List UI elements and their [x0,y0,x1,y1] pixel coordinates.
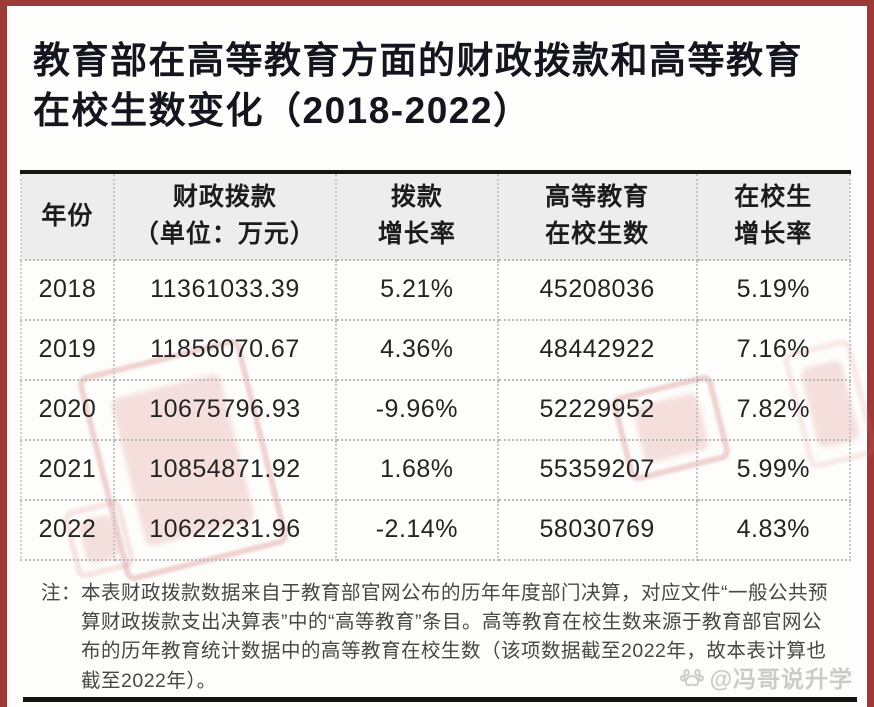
cell-student-growth: 5.19% [696,259,852,321]
page-title-line2: 在校生数变化（2018-2022） [33,89,532,131]
cell-students: 48442922 [497,319,698,381]
header-cell-student-growth: 在校生 增长率 [696,171,852,261]
cell-funding: 10622231.96 [113,499,338,561]
cell-year: 2021 [20,439,115,501]
author-handle: @冯哥说升学 [709,666,853,692]
cell-year: 2020 [20,379,115,441]
cell-students: 55359207 [497,439,698,501]
header-cell-funding: 财政拨款 （单位：万元） [113,171,338,261]
cell-student-growth: 4.83% [696,499,852,561]
data-table-container: 年份 财政拨款 （单位：万元） 拨款 增长率 高等教育 在校生数 在校生 增长率 201… [20,169,852,561]
cell-funding-growth: -9.96% [336,379,499,441]
cell-students: 52229952 [497,379,698,441]
cell-year: 2019 [20,319,115,381]
table-header-row: 年份 财政拨款 （单位：万元） 拨款 增长率 高等教育 在校生数 在校生 增长率 [20,171,852,261]
table-body: 2018 11361033.39 5.21% 45208036 5.19% 20… [20,259,852,561]
cell-funding: 11361033.39 [113,259,338,321]
page-title-line1: 教育部在高等教育方面的财政拨款和高等教育 [33,40,803,81]
cell-student-growth: 5.99% [696,439,852,501]
header-cell-students: 高等教育 在校生数 [497,171,698,261]
cell-funding-growth: 5.21% [336,259,499,321]
table-row-2018: 2018 11361033.39 5.21% 45208036 5.19% [20,259,852,321]
cell-funding-growth: 1.68% [336,439,499,501]
cell-funding: 10675796.93 [113,379,338,441]
cell-funding: 11856070.67 [113,319,338,381]
author-watermark: @冯哥说升学 [679,660,853,694]
bottom-divider [23,697,857,702]
cell-students: 58030769 [497,499,698,561]
cell-funding-growth: -2.14% [336,499,499,561]
table-row-2022: 2022 10622231.96 -2.14% 58030769 4.83% [20,499,852,561]
cell-student-growth: 7.82% [696,379,852,441]
cell-funding: 10854871.92 [113,439,338,501]
table-row-2019: 2019 11856070.67 4.36% 48442922 7.16% [20,319,852,381]
cell-students: 45208036 [497,259,698,321]
table-header: 年份 财政拨款 （单位：万元） 拨款 增长率 高等教育 在校生数 在校生 增长率 [20,171,852,261]
footnote: 注： 本表财政拨款数据来自于教育部官网公布的历年年度部门决算，对应文件“一般公共… [41,579,833,696]
table-row-2020: 2020 10675796.93 -9.96% 52229952 7.82% [20,379,852,441]
cell-student-growth: 7.16% [696,319,852,381]
data-table: 年份 财政拨款 （单位：万元） 拨款 增长率 高等教育 在校生数 在校生 增长率 201… [20,169,852,561]
header-cell-funding-growth: 拨款 增长率 [336,171,499,261]
cell-year: 2018 [20,259,115,321]
header-cell-year: 年份 [20,171,115,261]
cell-funding-growth: 4.36% [336,319,499,381]
paw-icon [679,664,705,690]
footnote-text: 本表财政拨款数据来自于教育部官网公布的历年年度部门决算，对应文件“一般公共预算财… [81,581,829,692]
page-title: 教育部在高等教育方面的财政拨款和高等教育 在校生数变化（2018-2022） [7,6,867,136]
table-row-2021: 2021 10854871.92 1.68% 55359207 5.99% [20,439,852,501]
cell-year: 2022 [20,499,115,561]
footnote-label: 注： [41,581,82,604]
